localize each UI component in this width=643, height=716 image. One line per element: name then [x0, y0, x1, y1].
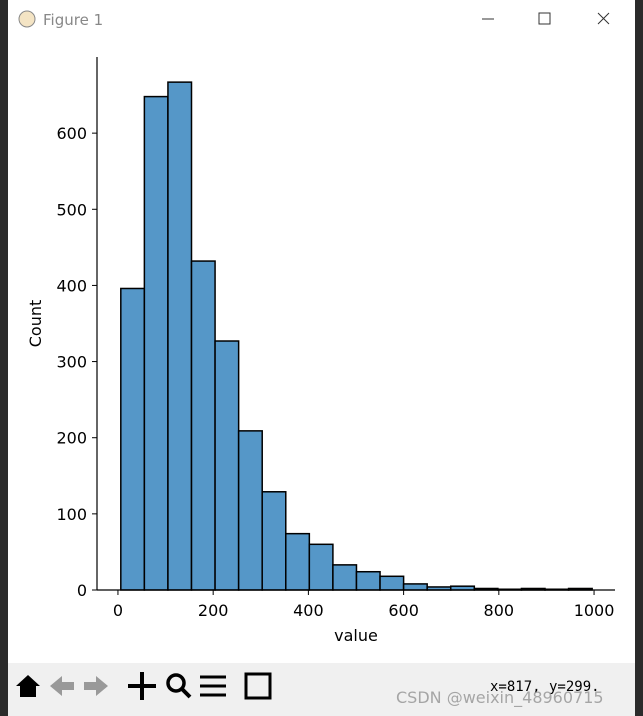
window-title: Figure 1 [43, 11, 103, 29]
watermark: CSDN @weixin_48960715 [396, 688, 604, 708]
histogram-bar [190, 260, 216, 591]
y-tick-label: 0 [77, 581, 87, 600]
histogram-bar [237, 430, 263, 591]
cursor-coordinates: x=817, y=299. [490, 679, 600, 695]
y-tick-label: 200 [56, 429, 87, 448]
histogram-bar [402, 583, 428, 591]
configure-button[interactable] [200, 675, 226, 697]
x-tick-label: 0 [113, 601, 123, 620]
save-button[interactable] [244, 672, 272, 700]
close-button[interactable] [597, 12, 610, 25]
zoom-button[interactable] [166, 673, 186, 693]
y-axis-label: Count [26, 300, 45, 348]
histogram-bar [261, 491, 287, 591]
maximize-button[interactable] [538, 12, 551, 25]
y-tick-label: 300 [56, 353, 87, 372]
app-icon [18, 10, 36, 28]
y-tick-label: 500 [56, 200, 87, 219]
y-tick-label: 600 [56, 124, 87, 143]
pan-button[interactable] [128, 672, 156, 700]
window [8, 0, 635, 716]
histogram-bar [143, 95, 169, 591]
toolbar [8, 663, 635, 716]
histogram-bar [120, 287, 146, 591]
histogram-bar [379, 575, 405, 591]
histogram-bar [214, 340, 240, 591]
histogram-bar [355, 570, 381, 591]
x-tick-label: 200 [198, 601, 229, 620]
x-axis-label: value [334, 626, 378, 645]
histogram-bar [308, 543, 334, 591]
y-tick-label: 400 [56, 276, 87, 295]
histogram-bar [332, 564, 358, 591]
back-button[interactable] [50, 676, 74, 696]
forward-button[interactable] [84, 676, 108, 696]
x-tick-label: 600 [388, 601, 419, 620]
histogram-bar [167, 81, 193, 591]
x-tick-label: 1000 [574, 601, 615, 620]
histogram-bar [285, 532, 311, 591]
x-tick-label: 800 [484, 601, 515, 620]
x-tick-label: 400 [293, 601, 324, 620]
home-button[interactable] [16, 675, 40, 697]
y-tick-label: 100 [56, 505, 87, 524]
